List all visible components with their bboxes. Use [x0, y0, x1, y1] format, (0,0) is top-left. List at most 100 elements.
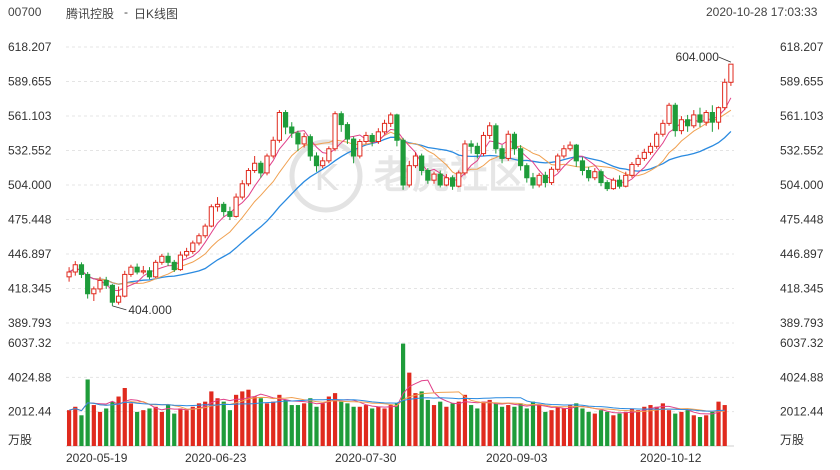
candle [239, 180, 245, 200]
candle-body [722, 81, 728, 109]
candle [610, 177, 616, 190]
volume-bar [97, 411, 103, 446]
volume-bar [172, 413, 177, 446]
candle [462, 140, 468, 176]
candle-body [165, 255, 171, 263]
candle-body [511, 133, 518, 150]
volume-bar [499, 406, 505, 446]
volume-bar [636, 410, 641, 446]
volume-bars [66, 343, 727, 446]
candle-body [140, 270, 146, 273]
volume-bar [407, 372, 412, 446]
date-label: 2020-10-12 [640, 451, 702, 465]
volume-bar [357, 406, 362, 446]
candle [592, 168, 598, 181]
candle-body [208, 206, 214, 227]
volume-bar [530, 401, 536, 446]
candle-body [245, 170, 252, 185]
volume-unit-right: 万股 [780, 433, 804, 447]
candle [202, 223, 208, 239]
volume-bar [209, 391, 214, 446]
volume-bar [648, 405, 653, 446]
candle [542, 171, 548, 188]
candle-body [320, 160, 326, 167]
candle-body [616, 179, 623, 187]
volume-bar [704, 415, 709, 446]
volume-bar [73, 406, 78, 446]
candle-body [221, 203, 227, 213]
volume-bar [246, 389, 251, 446]
volume-bar [469, 405, 474, 446]
candle-body [289, 126, 295, 134]
volume-tick-right: 6037.32 [780, 336, 824, 350]
volume-bar [438, 401, 443, 446]
candle-body [703, 112, 709, 123]
price-tick-left: 446.897 [8, 247, 52, 261]
candle-body [338, 113, 344, 126]
candle-body [276, 112, 282, 141]
candle-body [344, 124, 351, 140]
candle [431, 171, 437, 184]
candle-body [91, 288, 97, 295]
volume-bar [444, 406, 449, 446]
candle-body [715, 107, 722, 123]
candle-body [97, 279, 103, 290]
volume-bar [413, 393, 418, 446]
volume-bar [184, 410, 189, 446]
candle [449, 175, 456, 190]
candle [72, 261, 78, 276]
candle-body [171, 261, 177, 271]
date-axis: 2020-05-19 2020-06-23 2020-07-30 2020-09-03… [66, 451, 702, 465]
volume-bar [128, 403, 134, 446]
volume-bar [91, 405, 96, 446]
price-annotations: 604.000 404.000 [112, 50, 732, 317]
candle-body [567, 144, 573, 150]
candle-body [406, 165, 412, 186]
date-label: 2020-07-30 [335, 451, 397, 465]
volume-bar [431, 405, 437, 446]
candle-body [369, 134, 375, 143]
candle-body [548, 168, 555, 184]
volume-bar [598, 410, 604, 446]
candle [555, 153, 561, 172]
grid-lines [66, 46, 734, 447]
candle [703, 110, 709, 126]
candle [715, 106, 722, 130]
volume-bar [302, 403, 307, 446]
candle-body [233, 196, 239, 217]
volume-ma20-line [68, 397, 725, 412]
volume-bar [481, 401, 486, 446]
price-tick-left: 504.000 [8, 178, 52, 192]
volume-bar [493, 403, 498, 446]
candle [208, 204, 214, 228]
candle-body [530, 177, 536, 186]
candle [375, 128, 381, 144]
watermark-text: 老虎社区 [374, 153, 526, 197]
candle [629, 162, 635, 178]
candle-body [536, 174, 542, 186]
volume-bar [543, 411, 548, 446]
candle-body [462, 143, 468, 174]
candle-body [264, 155, 270, 174]
price-tick-right: 589.655 [780, 75, 824, 89]
candle-body [610, 179, 616, 190]
candle-body [313, 155, 320, 167]
volume-bar [240, 391, 245, 446]
price-tick-left: 561.103 [8, 109, 52, 123]
candle-body [258, 162, 264, 174]
volume-bar [116, 396, 121, 446]
volume-bar [679, 411, 684, 446]
candle-body [691, 114, 697, 127]
volume-bar [66, 410, 72, 446]
candle [134, 263, 140, 275]
candle [177, 251, 184, 271]
candle [214, 197, 221, 212]
candle [678, 116, 685, 135]
candle [159, 253, 165, 265]
volume-bar [295, 405, 301, 446]
candle-body [468, 143, 474, 147]
candle [252, 156, 258, 173]
candle [196, 233, 202, 246]
candle [351, 136, 357, 164]
